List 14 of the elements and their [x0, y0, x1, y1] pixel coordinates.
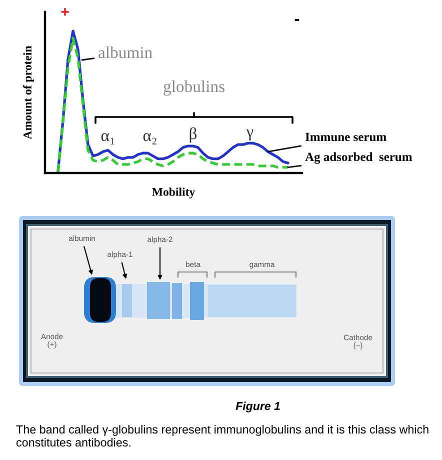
annotation: β [190, 127, 197, 143]
annotation: globulins [164, 80, 224, 96]
y-axis-title: Amount of protein [23, 46, 34, 140]
series-label: Ag adsorbed serum [305, 152, 412, 164]
annotation: α₁ [101, 133, 114, 144]
annotation: α₂ [143, 133, 156, 144]
x-axis-title: Mobility [152, 188, 196, 198]
text: Immune serum [305, 132, 386, 142]
caption: Figure 1 [236, 402, 280, 412]
text: The band called γ-globulins represent immunoglobulins and it is this class which constitutes antibodies. [16, 425, 428, 447]
annotation: albumin [98, 46, 152, 58]
annotation: γ [246, 129, 254, 141]
text: - [294, 18, 300, 21]
text: + [61, 8, 69, 16]
